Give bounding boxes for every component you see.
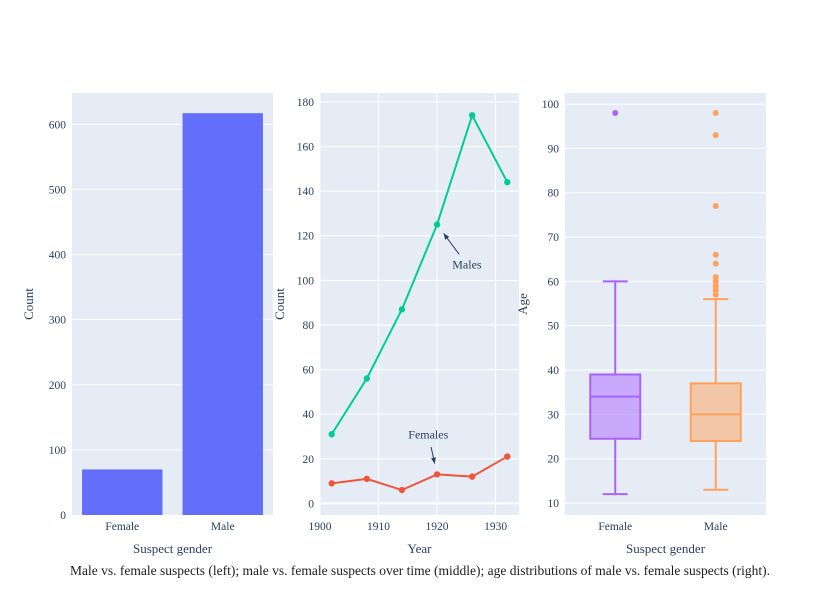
data-point-females (398, 486, 406, 494)
y-tick-label: 100 (542, 99, 560, 111)
outlier-point-male (712, 109, 719, 116)
bar-y-axis-title: Count (21, 288, 36, 320)
outlier-point-male (712, 273, 719, 280)
outlier-point-male (712, 203, 719, 210)
data-point-males (468, 112, 476, 119)
box-y-axis-title: Age (515, 293, 530, 315)
x-tick-label: 1930 (484, 521, 507, 533)
line-y-axis-title: Count (272, 288, 287, 320)
y-tick-label: 100 (49, 445, 67, 457)
data-point-females (504, 453, 511, 460)
y-tick-label: 70 (548, 232, 560, 244)
y-tick-label: 90 (548, 143, 560, 155)
y-tick-label: 0 (60, 510, 66, 522)
subplot-box-age-by-gender: 10 20 30 40 50 60 70 80 90 100 Female Male (542, 93, 766, 533)
plot-area (565, 93, 766, 515)
y-tick-label: 50 (548, 321, 560, 333)
annotation-arrowhead (430, 457, 436, 464)
outlier-point-male (712, 132, 719, 139)
data-point-males (363, 375, 371, 382)
subplot-line-counts-over-time: 0 20 40 60 80 100 120 140 160 180 1900 1910 1920 1930… (297, 93, 519, 533)
plot-area (320, 93, 519, 515)
bar-female (82, 469, 163, 515)
x-tick-label: Male (704, 521, 728, 533)
data-point-females (328, 480, 335, 487)
box-female (589, 373, 642, 440)
outlier-point-male (712, 251, 719, 258)
y-tick-label: 60 (303, 365, 315, 377)
y-tick-label: 40 (303, 409, 315, 421)
y-tick-label: 120 (297, 231, 315, 243)
y-tick-label: 500 (49, 184, 67, 196)
data-point-females (468, 473, 476, 480)
series-line-females (331, 455, 508, 492)
outlier-point-male (712, 287, 719, 294)
x-tick-label: 1910 (367, 521, 390, 533)
outlier-point-male (712, 278, 719, 285)
y-tick-label: 180 (297, 97, 315, 109)
x-tick-label: 1900 (309, 521, 332, 533)
data-point-males (504, 179, 511, 186)
annotation-arrowhead (443, 233, 450, 240)
box-male (689, 382, 742, 442)
y-tick-label: 160 (297, 142, 315, 154)
y-tick-label: 400 (49, 250, 67, 262)
data-point-males (398, 306, 406, 313)
box-x-axis-title: Suspect gender (626, 541, 706, 556)
subplot-bar-gender-count: 0 100 200 300 400 500 600 Female Male (49, 93, 273, 533)
x-tick-label: Female (105, 521, 139, 533)
data-point-males (433, 221, 441, 228)
y-tick-label: 100 (297, 275, 315, 287)
y-tick-label: 0 (308, 498, 314, 510)
bar-x-axis-title: Suspect gender (133, 541, 213, 556)
outlier-point-female (612, 109, 619, 116)
y-tick-label: 10 (548, 498, 560, 510)
y-tick-label: 80 (303, 320, 315, 332)
y-tick-label: 140 (297, 186, 315, 198)
outlier-point-male (712, 291, 719, 298)
x-tick-label: Male (211, 521, 235, 533)
bar-male (182, 113, 263, 516)
outlier-point-male (712, 282, 719, 289)
annotation-label-females: Females (408, 427, 448, 441)
data-point-males (328, 431, 335, 438)
x-tick-label: 1920 (426, 521, 449, 533)
y-tick-label: 20 (548, 454, 560, 466)
y-tick-label: 30 (548, 409, 560, 421)
outlier-point-male (712, 260, 719, 267)
series-line-males (330, 114, 509, 435)
x-tick-label: Female (598, 521, 632, 533)
y-tick-label: 80 (548, 188, 560, 200)
y-tick-label: 60 (548, 276, 560, 288)
figure-caption: Male vs. female suspects (left); male vs… (70, 563, 770, 578)
data-point-females (363, 475, 371, 483)
y-tick-label: 20 (303, 454, 315, 466)
line-x-axis-title: Year (408, 541, 433, 556)
annotation-label-males: Males (452, 258, 482, 272)
y-tick-label: 600 (49, 119, 67, 131)
y-tick-label: 40 (548, 365, 560, 377)
y-tick-label: 300 (49, 315, 67, 327)
data-point-females (433, 471, 441, 478)
y-tick-label: 200 (49, 380, 67, 392)
